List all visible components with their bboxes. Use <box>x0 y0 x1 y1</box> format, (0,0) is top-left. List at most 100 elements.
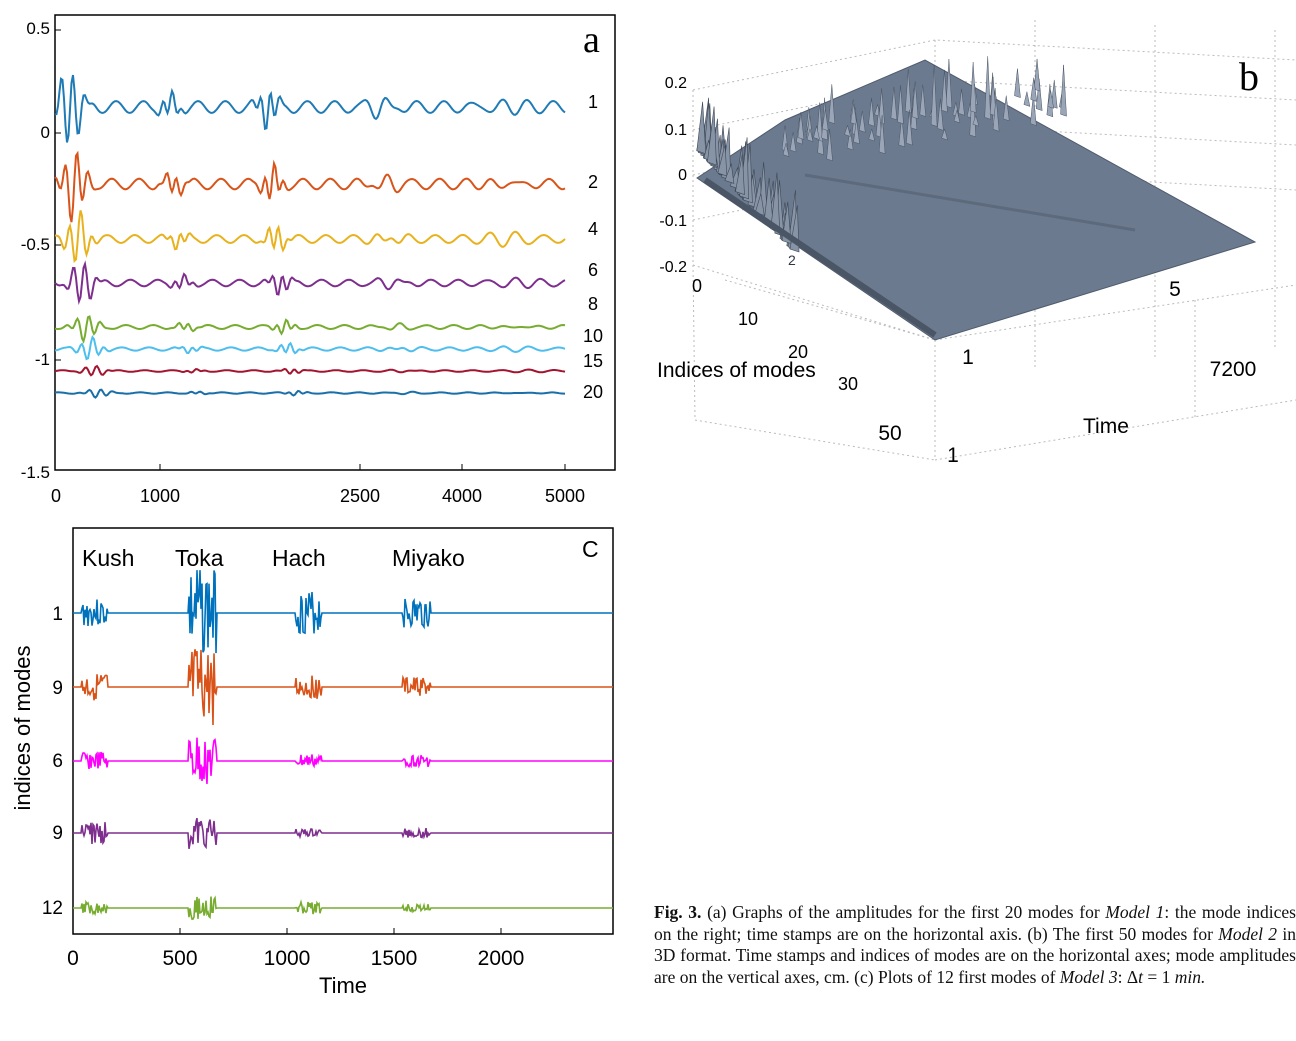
event-label-kush: Kush <box>82 545 134 571</box>
surface-spike <box>1047 90 1054 109</box>
surface-spike <box>826 129 833 162</box>
surface-spike <box>850 103 857 125</box>
surface-spike <box>941 128 948 141</box>
surface-spike <box>696 101 707 155</box>
panel-b-time-tick: 5 <box>1169 278 1181 301</box>
panel-b-time-tick: 1 <box>962 346 974 369</box>
surface-band <box>804 173 1136 232</box>
surface-spike <box>789 132 797 153</box>
panel-a-mode-label: 6 <box>588 260 598 280</box>
panel-a-y-tick: -1 <box>35 350 50 369</box>
panel-c-series-5 <box>73 895 613 920</box>
panel-c-y-tick: 12 <box>42 898 63 919</box>
surface-spike <box>930 64 938 127</box>
panel-b-z-tick: 0.2 <box>665 75 687 92</box>
panel-b-time-axis-label: Time <box>1083 415 1129 438</box>
panel-a-x-tick: 5000 <box>545 486 585 506</box>
surface-spike <box>905 68 912 114</box>
surface-spike <box>984 56 991 120</box>
panel-b-mode-tick: 1 <box>947 444 959 467</box>
surface-spike <box>897 85 904 125</box>
panel-a-series-2 <box>54 150 566 223</box>
panel-a-mode-label: 1 <box>588 92 598 112</box>
panel-a-y-tick: 0 <box>41 123 50 142</box>
surface-spike <box>1060 64 1067 117</box>
surface-spike <box>707 106 717 166</box>
panel-c-y-label: indices of modes <box>10 645 35 810</box>
surface-spike <box>859 111 866 133</box>
panel-b-mode-tick: 0 <box>692 276 702 296</box>
panel-a-series-10 <box>54 335 566 361</box>
caption-text: in 3D format. Time stamps and indices of… <box>654 923 1296 987</box>
event-label-hach: Hach <box>272 545 326 571</box>
surface-spike <box>735 154 745 195</box>
panel-b-mode-axis-label: Indices of modes <box>657 359 816 382</box>
surface-spike <box>1030 94 1037 126</box>
panel-c-x-tick: 500 <box>162 947 197 970</box>
caption-t-var: t <box>1138 966 1143 987</box>
surface-spike <box>1033 58 1041 92</box>
surface-spike <box>868 97 875 127</box>
panel-a-mode-label: 2 <box>588 172 598 192</box>
panel-b-mode-tick: 20 <box>788 342 808 362</box>
surface-spike <box>806 128 814 143</box>
surface-spike <box>816 102 823 142</box>
panel-a-mode-label: 4 <box>588 219 598 239</box>
panel-b-time-tick: 7200 <box>1210 358 1257 381</box>
surface-spike <box>1030 77 1038 102</box>
surface-spike <box>945 58 953 109</box>
panel-b-mode-tick: 50 <box>878 422 901 445</box>
panel-c-letter: C <box>582 536 599 562</box>
caption-model3: Model 3 <box>1059 966 1118 987</box>
panel-b-letter: b <box>1239 54 1259 99</box>
panel-a-series-15 <box>54 364 566 377</box>
surface-spike <box>1014 68 1021 98</box>
surface-spike <box>919 84 927 117</box>
surface-spike <box>972 114 980 127</box>
caption-text: = 1 <box>1143 966 1175 987</box>
panel-a-letter: a <box>583 19 600 61</box>
panel-c-series-2 <box>73 649 613 726</box>
figure-caption: Fig. 3. (a) Graphs of the amplitudes for… <box>654 902 1296 988</box>
caption-fig-label: Fig. 3. <box>654 902 702 922</box>
surface-spike <box>821 109 829 132</box>
panel-a-y-tick: -1.5 <box>21 463 50 482</box>
caption-model1: Model 1 <box>1105 902 1165 922</box>
surface-spike <box>989 76 997 117</box>
panel-a-series-4 <box>54 210 566 264</box>
panel-c-y-tick: 1 <box>52 604 63 625</box>
panel-a-mode-label: 15 <box>583 351 603 371</box>
panel-c-series-4 <box>73 817 613 850</box>
surface-spike <box>1050 79 1058 109</box>
panel-a-series-1 <box>54 74 566 143</box>
surface-spike <box>853 118 860 145</box>
panel-c-x-tick: 1500 <box>371 947 418 970</box>
panel-a-x-tick: 1000 <box>140 486 180 506</box>
surface-spike <box>717 144 728 177</box>
panel-b-z-tick: 0.1 <box>665 122 687 139</box>
caption-text: (a) Graphs of the amplitudes for the fir… <box>701 902 1106 922</box>
surface-spike <box>878 115 886 155</box>
panel-c-series-1 <box>73 570 613 654</box>
panel-a-series-8 <box>54 315 566 344</box>
surface-spike <box>844 124 851 137</box>
surface-spike <box>782 143 790 157</box>
surface-spike <box>969 61 977 114</box>
panel-a-mode-label: 8 <box>588 294 598 314</box>
surface-band <box>703 177 937 338</box>
caption-text: : Δ <box>1117 966 1139 987</box>
surface-spike <box>875 107 883 138</box>
panel-c-y-tick: 9 <box>52 823 63 844</box>
panel-c-frame <box>72 527 614 935</box>
panel-a-y-tick: -0.5 <box>21 235 50 254</box>
panel-b-z-tick: -0.2 <box>659 259 687 276</box>
panel-a-y-tick: 0.5 <box>26 19 50 38</box>
panel-a-chart: 0.5 0 -0.5 -1 -1.5 0 1000 2500 4000 5000… <box>21 14 616 506</box>
panel-b-z-tick: 0 <box>678 167 687 184</box>
surface-spike <box>992 96 1000 132</box>
surface-spike <box>868 127 876 142</box>
caption-unit: min. <box>1174 966 1206 987</box>
panel-a-x-tick: 2500 <box>340 486 380 506</box>
event-label-toka: Toka <box>175 545 224 571</box>
panel-c-y-tick: 6 <box>52 751 63 772</box>
